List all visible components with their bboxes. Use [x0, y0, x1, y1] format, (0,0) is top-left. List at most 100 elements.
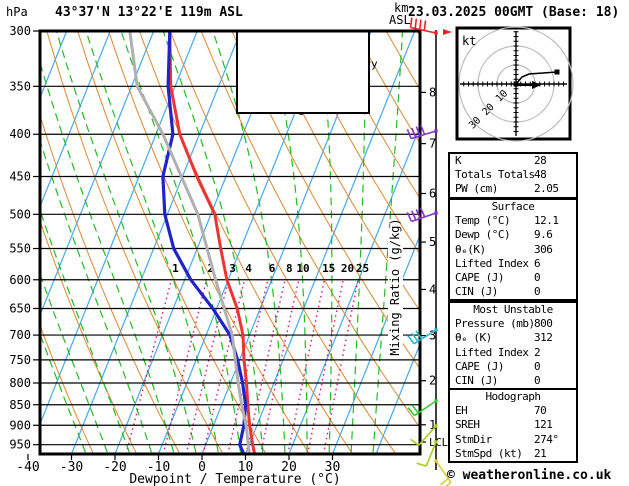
wind-barb	[416, 440, 438, 467]
stat-label: CIN (J)	[455, 285, 498, 299]
stat-value: 800	[534, 317, 553, 331]
pressure-tick-label: 900	[9, 418, 31, 432]
km-tick-label: 6	[429, 187, 436, 201]
stats-box-title: Surface	[491, 200, 535, 213]
stat-value: 121	[534, 418, 553, 432]
pressure-tick-label: 700	[9, 328, 31, 342]
table-row: θₑ (K) 312	[450, 331, 576, 345]
km-tick-label: 4	[429, 282, 436, 296]
stat-label: Lifted Index	[455, 256, 529, 270]
pressure-tick-label: 600	[9, 273, 31, 287]
stats-box-title: Most Unstable	[473, 303, 553, 316]
stat-value: 0	[534, 374, 541, 388]
plot-area: 1 2 3 4 6 8 10 15 20 25 Mixing Ratio (g/kg)	[40, 31, 420, 454]
x-axis-title: Dewpoint / Temperature (°C)	[129, 472, 340, 486]
table-row: Pressure (mb) 800	[450, 317, 576, 331]
mixing-ratio-label: 2	[207, 262, 214, 275]
stat-value: 2.05	[534, 182, 559, 196]
table-row: Lifted Index 6	[450, 257, 576, 271]
table-row: K 28	[450, 154, 576, 168]
stat-value: 0	[534, 271, 541, 285]
stats-box: Hodograph EH 70 SREH 121 StmDir 274° StmSpd (kt…	[448, 388, 578, 464]
hodograph-unit: kt	[462, 34, 476, 48]
dry-adiabat-line	[324, 31, 420, 200]
isotherm-line	[70, 31, 242, 454]
mixing-ratio-label: 6	[269, 262, 276, 275]
pressure-tick-label: 550	[9, 242, 31, 256]
dry-adiabat-line	[231, 31, 420, 370]
pressure-tick-label: 850	[9, 398, 31, 412]
hodograph-ring	[458, 26, 574, 142]
dry-adiabat-line	[293, 31, 420, 256]
stat-label: Lifted Index	[455, 345, 529, 359]
dry-adiabat-line	[200, 31, 420, 429]
dry-adiabat-line	[40, 324, 94, 454]
stat-value: 306	[534, 242, 553, 256]
wet-adiabat-line	[40, 60, 175, 453]
stat-value: 9.6	[534, 228, 553, 242]
km-tick-label: 7	[429, 137, 436, 151]
series-parcel-trajectory	[128, 31, 251, 454]
stat-label: PW (cm)	[455, 182, 498, 196]
temp-tick-label: 10	[238, 460, 254, 475]
table-row: SREH 121	[450, 418, 576, 432]
stat-value: 48	[534, 168, 547, 182]
temp-tick-label: -10	[147, 460, 170, 475]
dry-adiabat-line	[40, 219, 138, 454]
mixing-ratio-line	[245, 279, 286, 454]
mixing-ratio-line	[322, 279, 359, 454]
table-row: CIN (J) 0	[450, 374, 576, 388]
stat-label: Temp (°C)	[455, 214, 511, 228]
stat-value: 0	[534, 359, 541, 373]
temp-tick-label: 20	[281, 460, 297, 475]
km-tick-label: 2	[429, 374, 436, 388]
stat-label: Totals Totals	[455, 168, 535, 182]
stat-value: 2	[534, 345, 541, 359]
stat-label: EH	[455, 404, 468, 418]
storm-motion-arrow	[532, 81, 541, 89]
mixing-ratio-label: 4	[245, 262, 252, 275]
table-row: CIN (J) 0	[450, 285, 576, 299]
mixing-ratio-label: 10	[296, 262, 309, 275]
pressure-tick-label: 950	[9, 438, 31, 452]
table-row: Dewp (°C) 9.6	[450, 228, 576, 242]
wind-barb	[410, 424, 438, 446]
mixing-ratio-axis-label: Mixing Ratio (g/kg)	[388, 218, 402, 355]
station-title: 43°37'N 13°22'E 119m ASL	[55, 5, 243, 20]
stat-value: 274°	[534, 432, 559, 446]
pressure-tick-label: 450	[9, 170, 31, 184]
wind-barb	[406, 124, 438, 140]
copyright-footer: © weatheronline.co.uk	[447, 468, 612, 483]
dry-adiabat-line	[77, 31, 267, 454]
temp-tick-label: 0	[198, 460, 206, 475]
isotherm-line	[40, 31, 155, 317]
hodograph-trace	[515, 71, 558, 85]
table-row: Lifted Index 2	[450, 346, 576, 360]
table-row: EH 70	[450, 404, 576, 418]
mixing-ratio-label: 1	[172, 262, 179, 275]
stats-box-title: Hodograph	[485, 390, 541, 403]
stat-label: CIN (J)	[455, 374, 498, 388]
wet-adiabat-line	[55, 31, 197, 453]
mixing-ratio-label: 25	[356, 262, 369, 275]
table-row: PW (cm) 2.05	[450, 182, 576, 196]
km-tick-label: 5	[429, 235, 436, 249]
table-row: θₑ(K) 306	[450, 243, 576, 257]
wet-adiabat-line	[85, 31, 219, 453]
table-row: StmSpd (kt) 21	[450, 447, 576, 461]
pressure-unit-label: hPa	[6, 5, 28, 19]
pressure-tick-label: 300	[9, 24, 31, 38]
pressure-tick-label: 650	[9, 301, 31, 315]
mixing-ratio-label: 15	[322, 262, 335, 275]
table-row: Totals Totals 48	[450, 168, 576, 182]
table-row: Temp (°C) 12.1	[450, 214, 576, 228]
mixing-ratio-label: 8	[286, 262, 293, 275]
wet-adiabat-line	[40, 138, 152, 453]
mixing-ratio-line	[125, 279, 173, 454]
dry-adiabat-line	[46, 31, 224, 454]
stat-value: 28	[534, 154, 547, 167]
km-tick-label: 1	[429, 418, 436, 432]
stat-label: CAPE (J)	[455, 271, 504, 285]
km-tick-label: 8	[429, 85, 436, 99]
